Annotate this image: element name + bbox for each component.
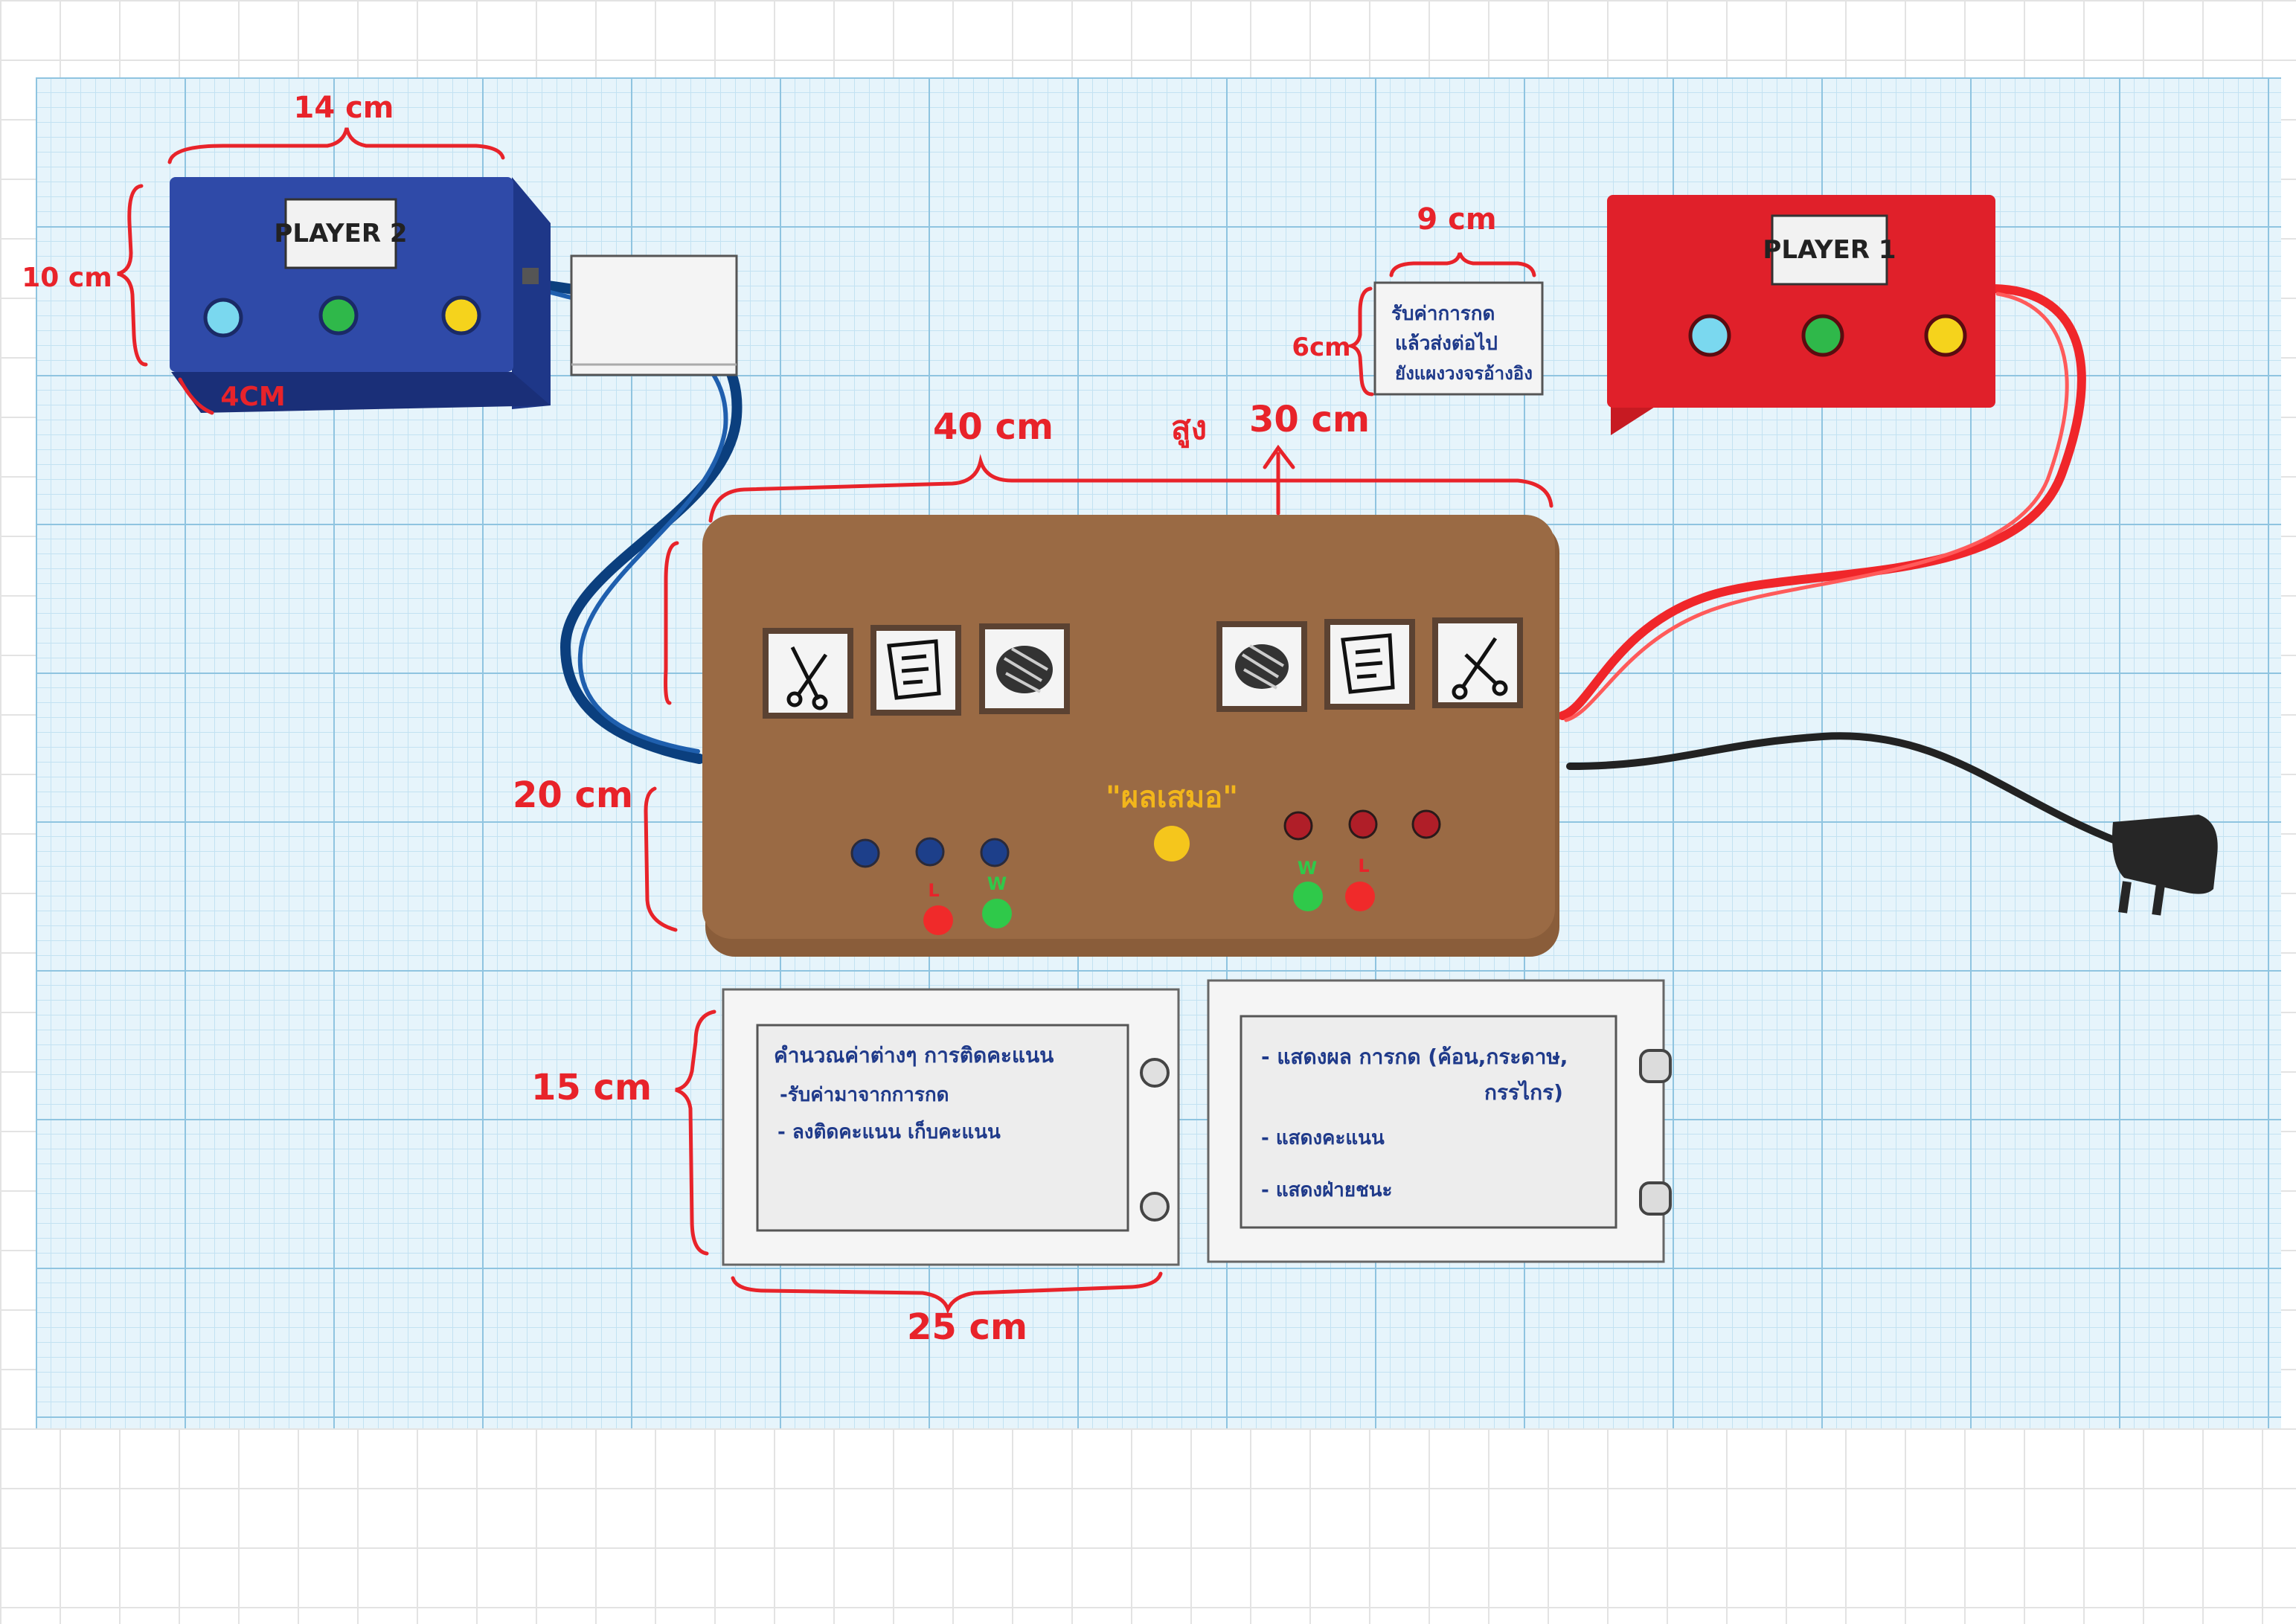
right-win-letter: W xyxy=(1298,858,1317,879)
left-icon-tiles xyxy=(763,623,1070,719)
main-console: "ผลเสมอ" L W W L xyxy=(702,515,1559,957)
screen-right-line-2: กรรไกร) xyxy=(1484,1080,1563,1105)
power-plug xyxy=(2112,815,2218,916)
screen-width-label: 25 cm xyxy=(907,1306,1027,1348)
screen-right-line-1: - แสดงผล การกด (ค้อน,กระดาษ, xyxy=(1261,1044,1568,1069)
paper-icon xyxy=(1341,633,1395,694)
player2-height-label: 10 cm xyxy=(22,263,112,293)
screen-height-label: 15 cm xyxy=(531,1067,652,1108)
screen-right: - แสดงผล การกด (ค้อน,กระดาษ, กรรไกร) - แ… xyxy=(1207,979,1672,1263)
screen-left-line-1: คำนวณค่าต่างๆ การติดคะแนน xyxy=(774,1043,1054,1068)
connector-box xyxy=(570,254,738,376)
dimension-marks xyxy=(117,127,1553,1315)
player1-light-blue-button[interactable] xyxy=(1688,314,1731,357)
rock-icon xyxy=(1235,644,1289,690)
right-lose-led xyxy=(1345,882,1375,911)
player2-light-blue-button[interactable] xyxy=(203,298,243,338)
power-cable xyxy=(1566,732,2139,852)
player2-width-label: 14 cm xyxy=(294,91,394,125)
red-cable xyxy=(1558,284,2086,722)
screen-left: คำนวณค่าต่างๆ การติดคะแนน -รับค่ามาจากกา… xyxy=(722,988,1180,1266)
screen-right-line-4: - แสดงฝ่ายชนะ xyxy=(1261,1179,1393,1201)
screen-right-line-3: - แสดงคะแนน xyxy=(1261,1127,1385,1149)
player1-yellow-button[interactable] xyxy=(1924,314,1967,357)
main-width-label: 40 cm xyxy=(933,406,1054,448)
right-win-led xyxy=(1293,882,1323,911)
note-card: รับค่าการกด แล้วส่งต่อไป ยังแผงวงจรอ้างอ… xyxy=(1373,281,1544,396)
right-lose-letter: L xyxy=(1358,856,1369,876)
right-score-led-2 xyxy=(1348,809,1378,839)
player2-yellow-button[interactable] xyxy=(441,295,481,336)
draw-led xyxy=(1154,826,1190,861)
player2-label-plate xyxy=(284,198,397,269)
left-win-letter: W xyxy=(987,873,1007,894)
right-score-led-3 xyxy=(1411,809,1441,839)
left-score-led-2 xyxy=(915,837,945,867)
note-width-label: 9 cm xyxy=(1417,202,1496,237)
right-icon-tiles xyxy=(1216,617,1523,712)
left-scissors-tile[interactable] xyxy=(769,634,847,713)
draw-label: "ผลเสมอ" xyxy=(1106,780,1238,815)
left-score-led-3 xyxy=(980,838,1010,867)
screen-left-line-3: - ลงติดคะแนน เก็บคะแนน xyxy=(777,1120,1001,1143)
left-score-led-1 xyxy=(850,838,880,868)
right-score-led-1 xyxy=(1283,811,1313,841)
left-lose-letter: L xyxy=(928,880,939,901)
screen-left-line-2: -รับค่ามาจากการกด xyxy=(780,1084,949,1106)
player1-green-button[interactable] xyxy=(1801,314,1844,357)
scissors-icon xyxy=(786,646,828,710)
player1-box: PLAYER 1 xyxy=(1607,195,1995,435)
player2-label: PLAYER 2 xyxy=(274,219,407,248)
rock-icon xyxy=(996,646,1053,693)
left-lose-led xyxy=(923,905,953,935)
player1-label: PLAYER 1 xyxy=(1763,235,1896,265)
note-height-label: 6cm xyxy=(1292,333,1350,362)
note-line-2: แล้วส่งต่อไป xyxy=(1395,331,1498,355)
main-depth-label-thai: สูง xyxy=(1171,409,1207,448)
player2-green-button[interactable] xyxy=(318,295,359,336)
scissors-icon xyxy=(1452,637,1508,700)
main-depth-label: 30 cm xyxy=(1249,399,1370,440)
player2-depth-label: 4CM xyxy=(220,382,285,412)
note-line-1: รับค่าการกด xyxy=(1391,303,1495,325)
paper-icon xyxy=(887,639,941,700)
note-line-3: ยังแผงวงจรอ้างอิง xyxy=(1395,363,1533,384)
left-win-led xyxy=(982,899,1012,928)
player2-port xyxy=(522,268,539,284)
player1-label-plate xyxy=(1771,214,1888,286)
player2-box: PLAYER 2 xyxy=(170,177,551,413)
main-height-label: 20 cm xyxy=(513,774,633,816)
